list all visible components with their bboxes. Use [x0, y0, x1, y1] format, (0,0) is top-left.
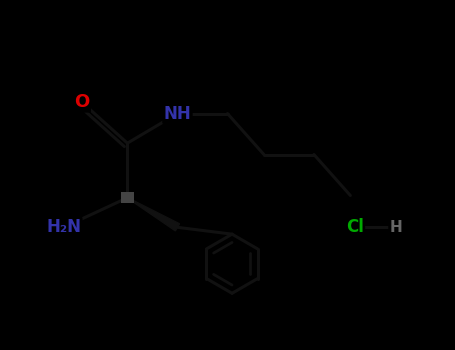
FancyBboxPatch shape: [121, 192, 134, 203]
Text: NH: NH: [164, 105, 191, 122]
Polygon shape: [127, 197, 180, 231]
Text: H: H: [389, 220, 402, 235]
Text: O: O: [74, 93, 90, 111]
Text: Cl: Cl: [346, 218, 364, 236]
Text: H₂N: H₂N: [46, 218, 81, 236]
